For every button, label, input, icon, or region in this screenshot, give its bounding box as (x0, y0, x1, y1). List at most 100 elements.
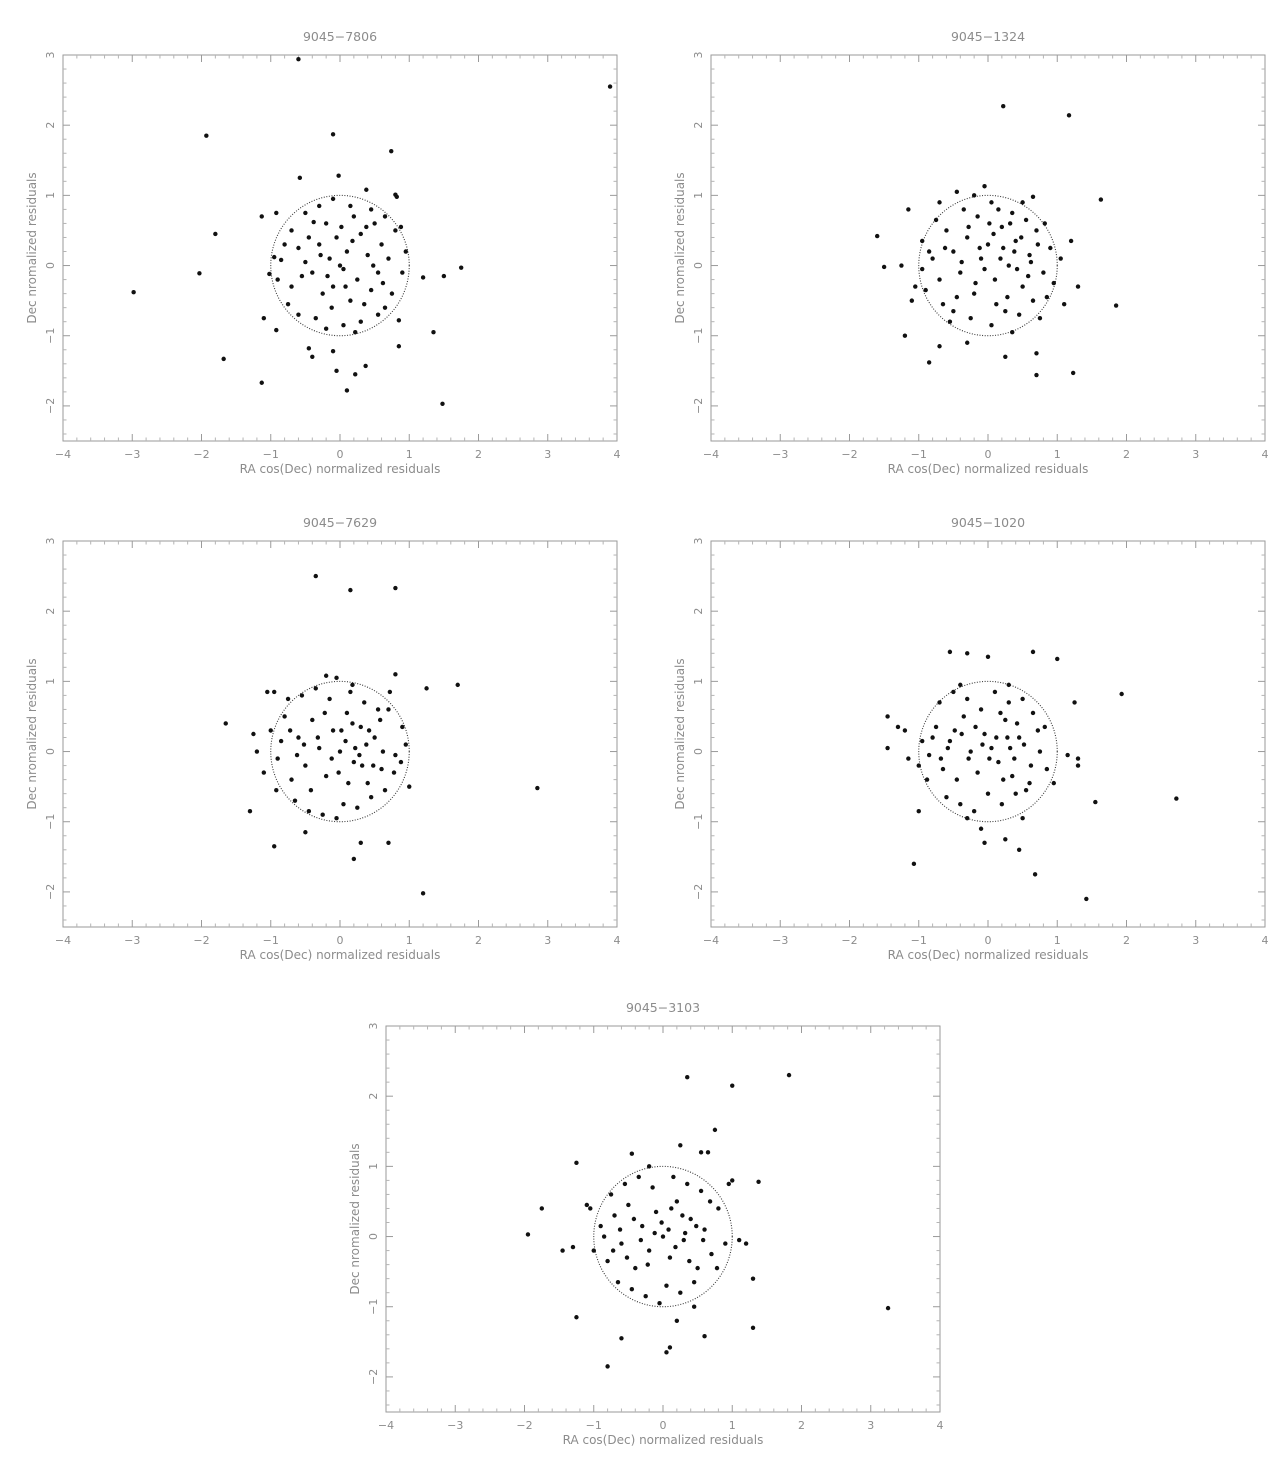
chart-title: 9045−7806 (303, 29, 377, 44)
data-point (664, 1350, 669, 1355)
data-point (539, 1206, 545, 1211)
data-point (368, 207, 374, 212)
data-point (612, 1213, 617, 1218)
data-point (341, 323, 346, 328)
data-point (317, 242, 322, 247)
data-point (610, 1248, 616, 1253)
data-point (303, 763, 308, 768)
data-point (975, 214, 980, 219)
data-point (1027, 252, 1032, 258)
y-tick-label: 0 (692, 748, 705, 755)
data-point (455, 682, 460, 688)
data-point (923, 287, 928, 293)
data-point (403, 249, 408, 254)
data-point (1021, 742, 1027, 747)
x-tick-label: 4 (614, 934, 621, 947)
y-tick-label: −2 (692, 884, 705, 900)
data-point (1006, 700, 1011, 705)
data-point (371, 763, 376, 768)
data-point (659, 1220, 664, 1225)
data-point (1010, 210, 1015, 216)
data-point (933, 217, 939, 223)
data-point (678, 1143, 683, 1148)
y-tick-label: −1 (692, 328, 705, 344)
chart-panel-1: −4 −3 −2 −1 0 1 2 3 4 −2 −1 0 1 2 3 9045−7806 RA cos(Dec… (25, 29, 621, 476)
data-point (357, 752, 362, 758)
x-axis-label: RA cos(Dec) normalized residuals (240, 948, 441, 962)
x-tick-label: 0 (337, 448, 344, 461)
data-point (570, 1244, 576, 1250)
x-tick-label: 0 (985, 448, 992, 461)
data-point (323, 221, 329, 226)
data-point (650, 1185, 655, 1190)
chart-title: 9045−3103 (626, 1000, 700, 1015)
data-point (952, 728, 957, 733)
data-point (691, 1304, 697, 1309)
data-point (694, 1223, 699, 1229)
y-tick-label: −1 (692, 814, 705, 830)
data-point (382, 787, 388, 793)
data-point (601, 1234, 607, 1239)
data-point (1061, 301, 1067, 307)
chart-panel-2: −4 −3 −2 −1 0 1 2 3 4 −2 −1 0 1 2 3 9045−1324 RA cos(Dec… (673, 29, 1269, 476)
data-point (680, 1213, 685, 1218)
data-point (911, 861, 917, 867)
data-point (646, 1248, 652, 1253)
data-point (1007, 745, 1013, 751)
data-point (938, 756, 944, 761)
data-point (1174, 796, 1179, 801)
data-point (1020, 816, 1025, 821)
data-point (1113, 303, 1119, 308)
data-point (605, 1258, 610, 1264)
chart-title: 9045−7629 (303, 515, 377, 530)
data-point (1027, 780, 1032, 786)
data-point (987, 221, 992, 226)
data-point (308, 787, 314, 793)
data-point (420, 891, 426, 896)
data-point (982, 184, 987, 189)
data-point (268, 728, 273, 733)
data-point (344, 710, 350, 716)
data-point (664, 1283, 669, 1288)
data-point (714, 1265, 720, 1271)
data-point (320, 812, 325, 817)
y-tick-label: 2 (367, 1093, 380, 1100)
data-point (1030, 649, 1036, 655)
data-point (971, 809, 977, 814)
y-tick-label: −2 (44, 884, 57, 900)
data-point (287, 728, 293, 733)
data-point (1006, 263, 1011, 268)
data-point (971, 291, 977, 296)
data-point (358, 231, 363, 237)
data-point (334, 235, 339, 240)
data-point (400, 270, 405, 275)
x-tick-label: 4 (1262, 448, 1269, 461)
data-point (994, 735, 999, 740)
x-tick-label: −1 (263, 448, 279, 461)
data-point (1041, 270, 1046, 275)
data-point (688, 1216, 693, 1222)
data-point (875, 233, 880, 239)
unit-circle (270, 680, 410, 823)
data-point (393, 752, 398, 758)
data-point (1003, 308, 1008, 314)
data-point (323, 773, 329, 779)
data-point (945, 745, 951, 751)
data-point (353, 372, 358, 377)
data-point (973, 724, 978, 730)
data-point (327, 696, 332, 702)
data-point (930, 256, 935, 261)
data-point (619, 1336, 624, 1341)
data-point (636, 1174, 641, 1180)
data-point (1037, 315, 1043, 321)
data-point (310, 717, 315, 723)
data-point (1075, 763, 1081, 768)
data-point (712, 1127, 718, 1133)
data-point (989, 745, 994, 751)
data-point (372, 735, 377, 740)
data-point (674, 1318, 680, 1323)
data-point (351, 214, 357, 219)
data-point (431, 330, 436, 335)
data-point (341, 266, 346, 272)
data-point (389, 148, 394, 154)
